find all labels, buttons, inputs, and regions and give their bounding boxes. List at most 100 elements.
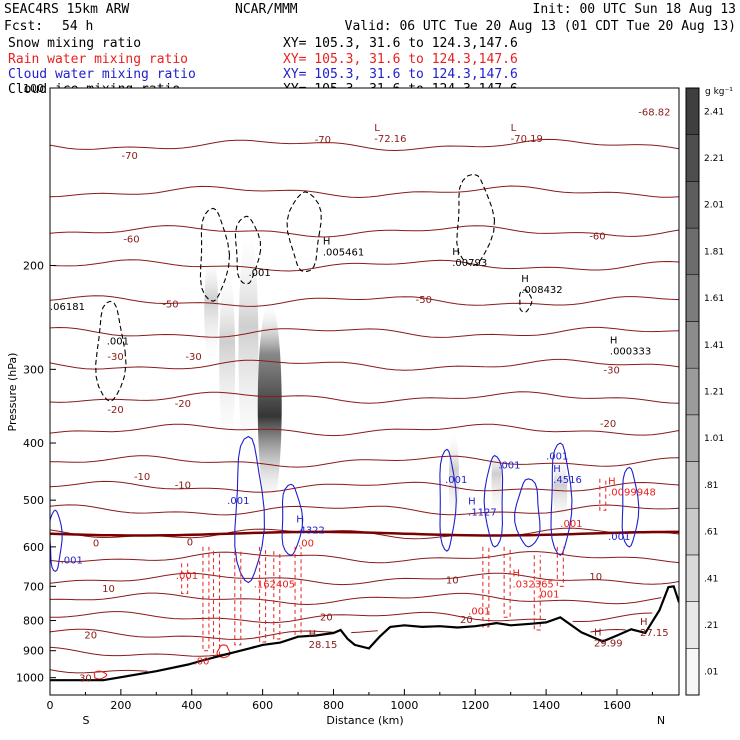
y-axis-label: Pressure (hPa) (6, 353, 19, 432)
y-tick-label: 700 (23, 580, 44, 593)
rain-contour (556, 546, 564, 587)
x-tick-label: 1200 (461, 699, 489, 712)
temp-label: -70 (315, 135, 331, 146)
plot-frame (49, 87, 680, 696)
field-name-rain: Rain water mixing ratio (8, 52, 188, 67)
terrain-profile (50, 585, 679, 682)
fcst-value: 54 h (62, 19, 93, 34)
field-xy-rain: XY= 105.3, 31.6 to 124.3,147.6 (283, 52, 518, 67)
temp-contour-line (50, 259, 679, 272)
temp-label: 20 (460, 615, 473, 626)
x-tick-label: 1400 (532, 699, 560, 712)
field-name-snow: Snow mixing ratio (8, 36, 141, 51)
y-tick-label: 100 (23, 82, 44, 95)
x-tick-label: 400 (181, 699, 202, 712)
cloud-ice-contour (519, 289, 533, 313)
cloud-ice-contour (234, 215, 262, 285)
extremum-value: .06181 (50, 302, 85, 313)
extremum-value: .005461 (323, 247, 364, 258)
colorbar-tick-label: 1.01 (704, 434, 724, 444)
contour-value-label: .001 (445, 475, 467, 486)
x-tick-label: 800 (323, 699, 344, 712)
contour-value-label: .001 (176, 571, 198, 582)
extremum-value: 27.15 (640, 628, 669, 639)
temperature-labels: -70 -70 -60 -60 -50 -50 -30 -30 -30 -20 -20 -20 -10 -… (79, 135, 620, 685)
cloud-water-contour (50, 509, 63, 572)
temp-label: -30 (107, 352, 123, 363)
org-label: NCAR/MMM (235, 2, 298, 17)
rain-contour (599, 478, 607, 511)
temp-contour-line (50, 138, 679, 152)
temp-label: -10 (134, 472, 150, 483)
temp-label: 0 (187, 538, 193, 549)
colorbar-segment (685, 414, 700, 462)
colorbar-segment (685, 227, 700, 276)
chart-header: SEAC4RS 15km ARW NCAR/MMM Init: 00 UTC S… (4, 2, 736, 97)
rain-contour (93, 670, 108, 680)
temp-contour-line (50, 295, 679, 307)
temp-label: 0 (93, 539, 99, 550)
colorbar: .01 .21 .41 .61 .81 1.01 1.21 1.41 1.61 1.81 2.01 2… (685, 87, 724, 696)
colorbar-tick-label: 2.21 (704, 154, 724, 164)
x-tick-label: 200 (110, 699, 131, 712)
rain-contours (93, 478, 607, 680)
rain-contour (273, 551, 281, 640)
temp-label: 10 (102, 584, 115, 595)
contour-value-label: .001 (468, 607, 490, 618)
temp-contour-line (50, 423, 679, 437)
north-label: N (657, 714, 665, 727)
temperature-contours (50, 138, 679, 674)
extremum-mark: H (323, 236, 331, 247)
temp-contour-line (50, 455, 679, 468)
rain-contour (533, 555, 541, 631)
contour-value-label: .001 (608, 532, 630, 543)
valid-time: Valid: 06 UTC Tue 20 Aug 13 (01 CDT Tue … (345, 19, 736, 34)
temp-label: -60 (123, 235, 139, 246)
colorbar-tick-label: 1.81 (704, 247, 724, 257)
south-label: S (83, 714, 90, 727)
colorbar-segment (685, 554, 700, 602)
temp-contour-line (50, 669, 148, 674)
colorbar-segment (685, 274, 700, 322)
colorbar-unit: g kg⁻¹ (705, 87, 733, 97)
y-tick-label: 900 (23, 645, 44, 658)
rain-contour (202, 546, 210, 652)
extremum-mark: L (511, 123, 517, 134)
colorbar-segment (685, 181, 700, 229)
temp-label: -30 (185, 352, 201, 363)
colorbar-segment (685, 601, 700, 649)
contour-value-label: .001 (61, 555, 83, 566)
extremum-mark: H (608, 476, 616, 487)
colorbar-frame (685, 87, 700, 696)
cloud-water-contour (621, 466, 640, 548)
colorbar-segment (685, 507, 700, 556)
temp-label: -50 (416, 295, 432, 306)
y-tick-label: 600 (23, 541, 44, 554)
extremum-mark: H (452, 247, 460, 258)
extremum-value: .0099948 (608, 487, 656, 498)
temp-contour-line (50, 225, 679, 238)
temp-contour-line (50, 326, 679, 338)
temp-label: -10 (175, 480, 191, 491)
y-axis: 100 200 300 400 500 600 700 800 900 1000 (16, 82, 56, 685)
contour-value-labels: .001.001.001.001.001.001.001.001.001.001… (61, 268, 631, 668)
cloud-water-contour (514, 478, 541, 548)
snow-patch (238, 223, 259, 479)
colorbar-tick-label: .61 (704, 528, 718, 538)
temp-contour-line (50, 358, 679, 371)
x-tick-label: 1600 (603, 699, 631, 712)
y-tick-label: 400 (23, 437, 44, 450)
contour-value-label: .001 (546, 452, 568, 463)
colorbar-segment (685, 648, 700, 696)
extremum-value: -70.19 (511, 134, 543, 145)
contour-value-label: .001 (227, 496, 249, 507)
rain-contour (259, 546, 267, 643)
temp-label: -20 (175, 399, 191, 410)
y-tick-label: 200 (23, 260, 44, 273)
x-tick-label: 1000 (390, 699, 418, 712)
cloud-water-contour (234, 435, 265, 584)
temp-label: -50 (162, 300, 178, 311)
plot-background (50, 88, 679, 695)
contour-value-label: .001 (498, 461, 520, 472)
temp-contour-line (50, 551, 679, 564)
